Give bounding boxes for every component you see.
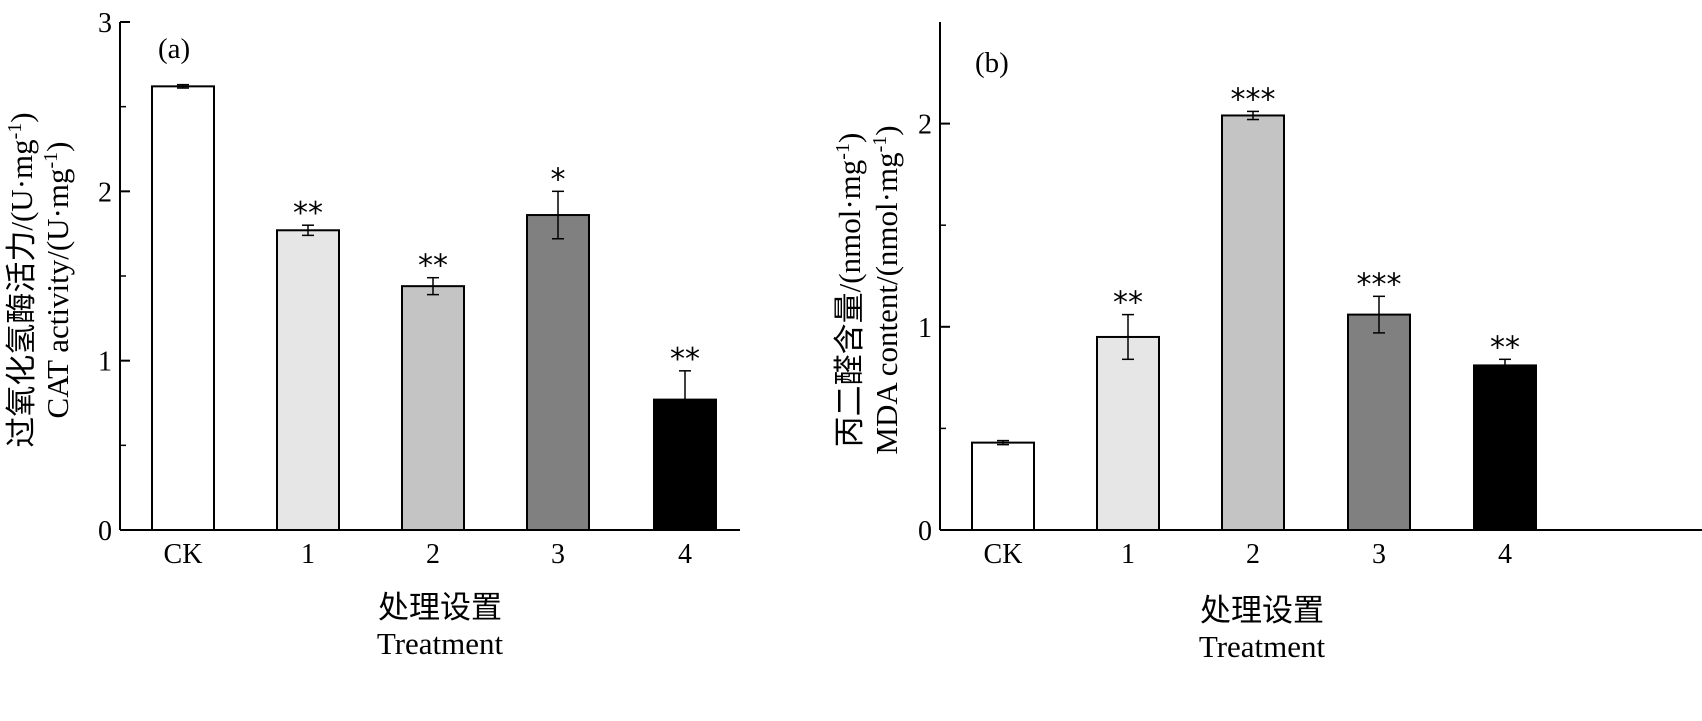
y-tick-label: 1 [918, 313, 932, 344]
y-tick-label: 2 [98, 177, 112, 208]
y-axis-title-en-close: ) [40, 142, 75, 152]
x-tick-label: 3 [551, 539, 565, 570]
significance-marker: ** [1113, 286, 1143, 321]
y-axis-title-cn-text: 丙二醛含量/(nmol·mg [832, 160, 867, 448]
y-axis-title-cn: 过氧化氢酶活力/(U·mg-1) [4, 112, 39, 447]
bar-CK [151, 85, 215, 531]
x-axis-title-cn: 处理设置 [378, 590, 502, 625]
y-axis-title-en-superscript: -1 [869, 136, 891, 153]
x-tick-label: 1 [1121, 539, 1135, 570]
bar-4 [1473, 364, 1537, 531]
x-axis-title-en: Treatment [377, 626, 504, 661]
x-tick-label: 4 [678, 539, 692, 570]
x-axis-title-en: Treatment [1199, 629, 1326, 664]
y-axis-title-en-close: ) [869, 125, 904, 135]
y-tick-label: 2 [918, 110, 932, 141]
y-tick-label: 0 [98, 516, 112, 547]
significance-marker: * [551, 162, 566, 197]
significance-marker: ** [418, 249, 448, 284]
y-tick-label: 0 [918, 516, 932, 547]
x-tick-label: 4 [1498, 539, 1512, 570]
bar-2 [1221, 114, 1285, 532]
y-axis-title-cn-superscript: -1 [4, 123, 26, 140]
bar-1 [1096, 335, 1160, 531]
y-axis-title-en: MDA content/(nmol·mg-1) [869, 125, 904, 454]
y-axis-title-cn-text: 过氧化氢酶活力/(U·mg [4, 139, 39, 447]
significance-marker: ** [670, 342, 700, 377]
panel-label: (a) [158, 33, 190, 65]
y-axis-title-cn: 丙二醛含量/(nmol·mg-1) [832, 133, 867, 448]
x-tick-label: CK [164, 539, 203, 570]
bar-3 [526, 214, 590, 531]
y-axis-title-en: CAT activity/(U·mg-1) [40, 142, 75, 419]
x-tick-label: 3 [1372, 539, 1386, 570]
y-axis-title-en-superscript: -1 [40, 152, 62, 169]
x-tick-label: CK [984, 539, 1023, 570]
bar-CK [971, 441, 1035, 531]
y-tick-label: 1 [98, 347, 112, 378]
y-tick-label: 3 [98, 8, 112, 39]
y-axis-title-cn-superscript: -1 [832, 143, 854, 160]
significance-marker: *** [1357, 267, 1402, 302]
y-axis-title-cn-close: ) [4, 112, 39, 122]
bar-2 [401, 285, 465, 531]
y-axis-title-cn-close: ) [832, 133, 867, 143]
x-tick-label: 2 [1246, 539, 1260, 570]
panel-label: (b) [975, 47, 1009, 79]
significance-marker: *** [1231, 82, 1276, 117]
x-axis-title-cn: 处理设置 [1200, 593, 1324, 628]
y-axis-title-en-text: MDA content/(nmol·mg [869, 152, 904, 454]
bar-3 [1347, 313, 1411, 531]
significance-marker: ** [1490, 330, 1520, 365]
x-tick-label: 2 [426, 539, 440, 570]
x-tick-label: 1 [301, 539, 315, 570]
bar-1 [276, 229, 340, 531]
significance-marker: ** [293, 196, 323, 231]
y-axis-title-en-text: CAT activity/(U·mg [40, 169, 75, 419]
